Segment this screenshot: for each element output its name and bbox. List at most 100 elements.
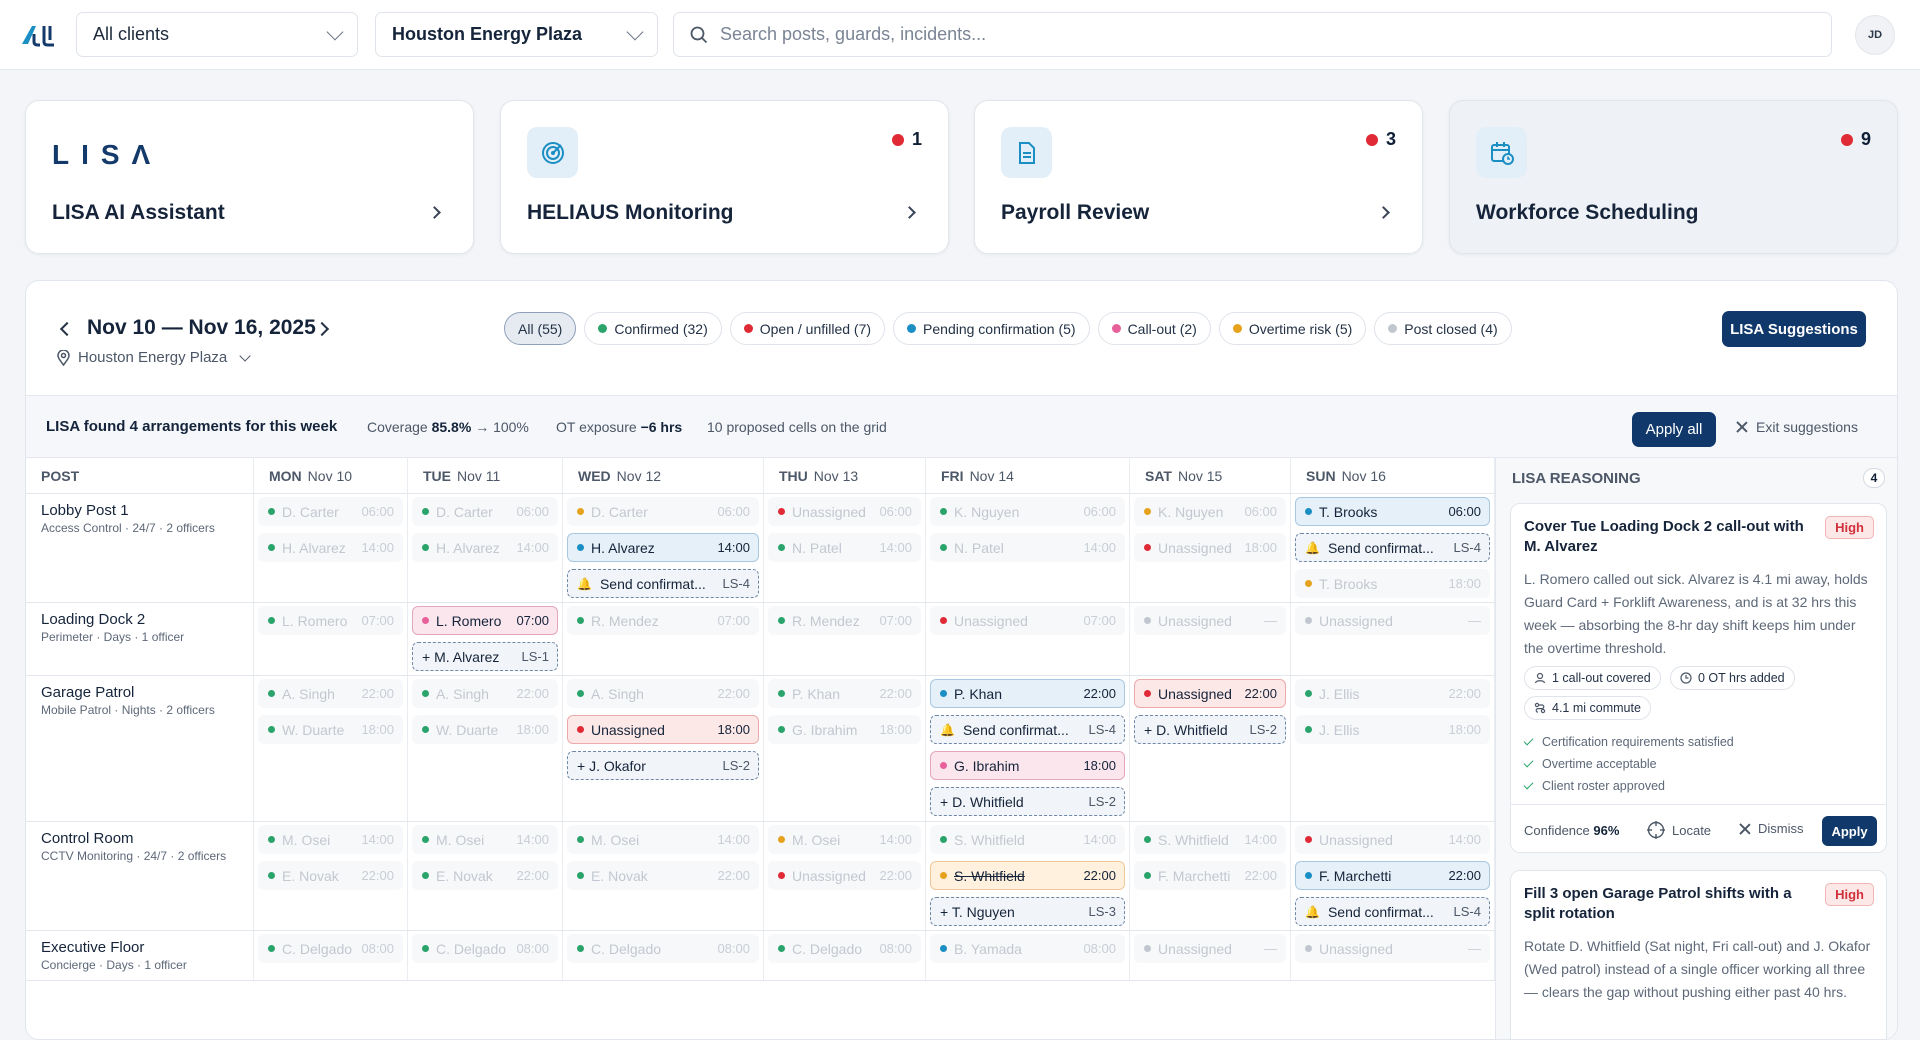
day-cell[interactable]: L. Romero 07:00	[254, 603, 408, 675]
day-cell[interactable]: Unassigned 22:00 + D. Whitfield LS-2	[1130, 676, 1291, 821]
apply-button[interactable]: Apply	[1822, 816, 1877, 846]
day-cell[interactable]: R. Mendez 07:00	[563, 603, 764, 675]
day-cell[interactable]: Unassigned 07:00	[926, 603, 1130, 675]
proposed-shift[interactable]: + D. Whitfield LS-2	[930, 787, 1125, 816]
day-cell[interactable]: Unassigned —	[1130, 603, 1291, 675]
proposed-shift[interactable]: 🔔 Send confirmat... LS-4	[930, 715, 1125, 744]
shift-chip[interactable]: S. Whitfield 14:00	[930, 825, 1125, 854]
shift-chip[interactable]: H. Alvarez 14:00	[258, 533, 403, 562]
exit-suggestions-button[interactable]: Exit suggestions	[1736, 419, 1858, 435]
search-bar[interactable]	[673, 12, 1832, 57]
day-cell[interactable]: A. Singh 22:00 Unassigned 18:00 + J. Okafor L…	[563, 676, 764, 821]
day-cell[interactable]: Unassigned —	[1130, 931, 1291, 980]
day-cell[interactable]: M. Osei 14:00 E. Novak 22:00	[408, 822, 563, 930]
filter-chip[interactable]: Overtime risk (5)	[1218, 312, 1367, 345]
shift-chip[interactable]: W. Duarte 18:00	[258, 715, 403, 744]
filter-chip[interactable]: Pending confirmation (5)	[893, 312, 1090, 345]
day-cell[interactable]: M. Osei 14:00 E. Novak 22:00	[254, 822, 408, 930]
shift-chip[interactable]: T. Brooks 18:00	[1295, 569, 1490, 598]
shift-chip[interactable]: C. Delgado 08:00	[258, 934, 403, 963]
day-cell[interactable]: P. Khan 22:00 G. Ibrahim 18:00	[764, 676, 926, 821]
chevron-left-icon[interactable]	[59, 321, 75, 337]
day-cell[interactable]: D. Carter 06:00 H. Alvarez 14:00	[408, 494, 563, 602]
site-select[interactable]: Houston Energy Plaza	[375, 12, 658, 57]
day-cell[interactable]: P. Khan 22:00 🔔 Send confirmat... LS-4 G. Ibr…	[926, 676, 1130, 821]
shift-chip[interactable]: D. Carter 06:00	[258, 497, 403, 526]
shift-chip[interactable]: D. Carter 06:00	[567, 497, 759, 526]
filter-chip[interactable]: Call-out (2)	[1097, 312, 1211, 345]
shift-chip[interactable]: J. Ellis 22:00	[1295, 679, 1490, 708]
shift-chip[interactable]: L. Romero 07:00	[412, 606, 558, 635]
shift-chip[interactable]: H. Alvarez 14:00	[567, 533, 759, 562]
day-column-header[interactable]: THU Nov 13	[764, 458, 926, 494]
search-input[interactable]	[720, 24, 1620, 45]
app-logo-icon[interactable]	[20, 20, 58, 50]
day-column-header[interactable]: SUN Nov 16	[1291, 458, 1495, 494]
site-picker[interactable]: Houston Energy Plaza	[57, 349, 251, 366]
day-cell[interactable]: C. Delgado 08:00	[254, 931, 408, 980]
shift-chip[interactable]: Unassigned —	[1134, 934, 1286, 963]
shift-chip[interactable]: F. Marchetti 22:00	[1134, 861, 1286, 890]
shift-chip[interactable]: A. Singh 22:00	[258, 679, 403, 708]
proposed-shift[interactable]: 🔔 Send confirmat... LS-4	[1295, 533, 1490, 562]
shift-chip[interactable]: S. Whitfield 22:00	[930, 861, 1125, 890]
shift-chip[interactable]: E. Novak 22:00	[258, 861, 403, 890]
day-cell[interactable]: J. Ellis 22:00 J. Ellis 18:00	[1291, 676, 1495, 821]
post-cell[interactable]: Control Room CCTV Monitoring · 24/7 · 2 o…	[26, 822, 254, 930]
shift-chip[interactable]: Unassigned 14:00	[1295, 825, 1490, 854]
shift-chip[interactable]: M. Osei 14:00	[412, 825, 558, 854]
shift-chip[interactable]: Unassigned 22:00	[1134, 679, 1286, 708]
shift-chip[interactable]: T. Brooks 06:00	[1295, 497, 1490, 526]
reasoning-card[interactable]: Cover Tue Loading Dock 2 call-out with M…	[1510, 503, 1887, 853]
shift-chip[interactable]: M. Osei 14:00	[567, 825, 759, 854]
filter-chip[interactable]: All (55)	[504, 312, 577, 345]
shift-chip[interactable]: M. Osei 14:00	[258, 825, 403, 854]
day-cell[interactable]: Unassigned —	[1291, 603, 1495, 675]
day-column-header[interactable]: WED Nov 12	[563, 458, 764, 494]
post-cell[interactable]: Garage Patrol Mobile Patrol · Nights · 2 …	[26, 676, 254, 821]
card-lisa-assistant[interactable]: LISΛ LISA AI Assistant	[25, 100, 474, 254]
shift-chip[interactable]: J. Ellis 18:00	[1295, 715, 1490, 744]
shift-chip[interactable]: P. Khan 22:00	[768, 679, 921, 708]
shift-chip[interactable]: R. Mendez 07:00	[768, 606, 921, 635]
filter-chip[interactable]: Open / unfilled (7)	[729, 312, 886, 345]
shift-chip[interactable]: L. Romero 07:00	[258, 606, 403, 635]
day-cell[interactable]: S. Whitfield 14:00 F. Marchetti 22:00	[1130, 822, 1291, 930]
shift-chip[interactable]: Unassigned 22:00	[768, 861, 921, 890]
shift-chip[interactable]: R. Mendez 07:00	[567, 606, 759, 635]
day-cell[interactable]: D. Carter 06:00 H. Alvarez 14:00	[254, 494, 408, 602]
day-cell[interactable]: C. Delgado 08:00	[408, 931, 563, 980]
proposed-shift[interactable]: 🔔 Send confirmat... LS-4	[1295, 897, 1490, 926]
day-cell[interactable]: Unassigned —	[1291, 931, 1495, 980]
shift-chip[interactable]: E. Novak 22:00	[567, 861, 759, 890]
post-cell[interactable]: Lobby Post 1 Access Control · 24/7 · 2 of…	[26, 494, 254, 602]
user-avatar[interactable]: JD	[1855, 15, 1895, 55]
chevron-right-icon[interactable]	[314, 321, 330, 337]
shift-chip[interactable]: C. Delgado 08:00	[768, 934, 921, 963]
shift-chip[interactable]: Unassigned 18:00	[567, 715, 759, 744]
proposed-shift[interactable]: + D. Whitfield LS-2	[1134, 715, 1286, 744]
client-select[interactable]: All clients	[76, 12, 358, 57]
day-cell[interactable]: K. Nguyen 06:00 N. Patel 14:00	[926, 494, 1130, 602]
shift-chip[interactable]: K. Nguyen 06:00	[1134, 497, 1286, 526]
shift-chip[interactable]: S. Whitfield 14:00	[1134, 825, 1286, 854]
day-cell[interactable]: K. Nguyen 06:00 Unassigned 18:00	[1130, 494, 1291, 602]
shift-chip[interactable]: Unassigned 07:00	[930, 606, 1125, 635]
locate-button[interactable]: Locate	[1647, 821, 1711, 839]
day-cell[interactable]: C. Delgado 08:00	[764, 931, 926, 980]
proposed-shift[interactable]: + T. Nguyen LS-3	[930, 897, 1125, 926]
shift-chip[interactable]: D. Carter 06:00	[412, 497, 558, 526]
day-column-header[interactable]: SAT Nov 15	[1130, 458, 1291, 494]
card-heliaus-monitoring[interactable]: 1 HELIAUS Monitoring	[500, 100, 949, 254]
day-cell[interactable]: S. Whitfield 14:00 S. Whitfield 22:00 + T. N…	[926, 822, 1130, 930]
shift-chip[interactable]: Unassigned 18:00	[1134, 533, 1286, 562]
lisa-suggestions-button[interactable]: LISA Suggestions	[1722, 311, 1866, 347]
proposed-shift[interactable]: + J. Okafor LS-2	[567, 751, 759, 780]
filter-chip[interactable]: Confirmed (32)	[584, 312, 722, 345]
shift-chip[interactable]: Unassigned 06:00	[768, 497, 921, 526]
shift-chip[interactable]: H. Alvarez 14:00	[412, 533, 558, 562]
dismiss-button[interactable]: Dismiss	[1739, 821, 1804, 836]
shift-chip[interactable]: F. Marchetti 22:00	[1295, 861, 1490, 890]
proposed-shift[interactable]: 🔔 Send confirmat... LS-4	[567, 569, 759, 598]
post-cell[interactable]: Executive Floor Concierge · Days · 1 offi…	[26, 931, 254, 980]
